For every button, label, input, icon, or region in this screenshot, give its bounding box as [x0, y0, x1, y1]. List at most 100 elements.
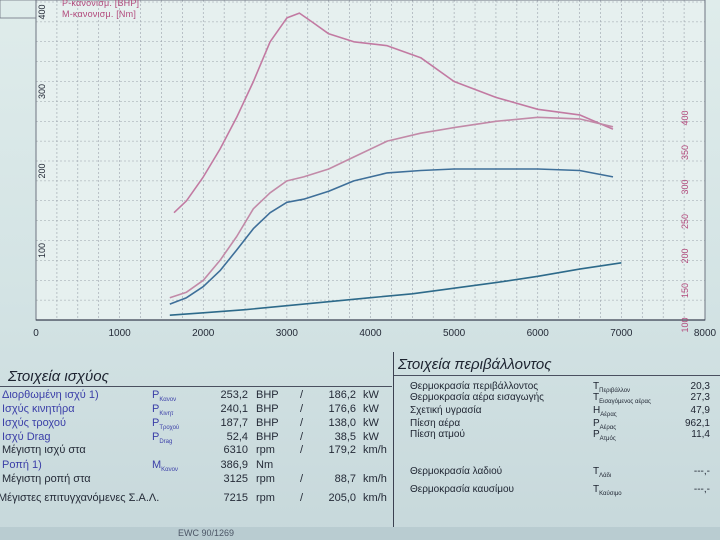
power-row-label: Ροπή 1): [2, 459, 42, 471]
series-line-3: [169, 262, 622, 316]
y-tick-label-right: 350: [680, 145, 690, 160]
env-row-label: Σχετική υγρασία: [410, 405, 482, 416]
env-row-symbol: TΕισαγόμενος αέρας: [593, 392, 651, 405]
power-row-unit2: kW: [363, 403, 379, 415]
x-tick-label: 7000: [610, 328, 633, 339]
power-row-unit2: kW: [363, 431, 379, 443]
power-row-symbol: PDrag: [152, 431, 173, 446]
power-row-separator: /: [300, 417, 304, 429]
power-row-unit2: km/h: [363, 473, 387, 485]
x-tick-label: 0: [33, 328, 39, 339]
env-row-symbol: TΚαύσιμο: [593, 484, 622, 497]
power-section-title: Στοιχεία ισχύος: [8, 368, 109, 385]
env-row-symbol: PΑτμός: [593, 429, 616, 442]
env-row-symbol: TΛάδι: [593, 466, 612, 479]
env-row-label: Θερμοκρασία αέρα εισαγωγής: [410, 392, 544, 403]
power-row-symbol-sub: Τροχού: [159, 425, 180, 432]
power-row-symbol: PΤροχού: [152, 417, 180, 432]
x-tick-label: 5000: [443, 328, 466, 339]
power-row-unit: BHP: [256, 431, 279, 443]
power-row-value: 187,7: [220, 417, 248, 429]
power-row-value: 52,4: [226, 431, 248, 443]
y-tick-label-right: 100: [680, 317, 690, 332]
env-row-value: ---,-: [693, 466, 710, 477]
env-row-value: 47,9: [690, 405, 710, 416]
power-row-unit: BHP: [256, 389, 279, 401]
x-tick-label: 8000: [694, 328, 717, 339]
power-row-symbol-sub: Κανον: [159, 397, 177, 404]
power-row-symbol-sub: Κινητ: [159, 411, 174, 418]
env-section-rule: [394, 375, 720, 376]
power-row-value: 386,9: [220, 459, 248, 471]
footer-bar: EWC 90/1269: [0, 527, 720, 540]
dyno-chart: 0 1000 2000 3000 4000 5000 6000 7000 8000 100 200 3…: [0, 0, 717, 339]
env-row-label: Πίεση ατμού: [410, 429, 465, 440]
power-row-unit: rpm: [256, 492, 275, 504]
power-row-label: Διορθωμένη ισχύ 1): [2, 389, 99, 401]
power-row-value2: 38,5: [334, 431, 356, 443]
y-tick-label-right: 200: [680, 248, 690, 263]
power-row-unit2: kW: [363, 417, 379, 429]
power-row-symbol-sub: Drag: [159, 439, 173, 446]
x-tick-label: 1000: [109, 328, 132, 339]
env-row-label: Θερμοκρασία καυσίμου: [410, 484, 514, 495]
section-divider: [393, 352, 394, 540]
power-row-separator: /: [300, 492, 304, 504]
power-row-value: 7215: [223, 492, 248, 504]
series-line-0: [173, 12, 614, 214]
power-row-unit: rpm: [256, 444, 275, 456]
y-tick-label-right: 400: [680, 110, 690, 125]
power-row-value2: 205,0: [328, 492, 356, 504]
series-line-2: [169, 168, 614, 305]
power-row-label: Μέγιστες επιτυγχανόμενες Σ.Α.Λ.: [0, 492, 160, 504]
env-row-symbol-sub: Εισαγόμενος αέρας: [599, 399, 651, 405]
power-row-separator: /: [300, 403, 304, 415]
x-tick-label: 2000: [192, 328, 215, 339]
power-row-symbol-sub: Κανον: [161, 467, 178, 474]
env-row-symbol-sub: Ατμός: [599, 436, 616, 442]
x-tick-label: 4000: [359, 328, 382, 339]
power-row-separator: /: [300, 473, 304, 485]
y-tick-label-left: 300: [37, 84, 47, 99]
env-row-symbol-sub: Περιβάλλον: [599, 388, 631, 394]
power-row-value2: 138,0: [328, 417, 356, 429]
env-row-symbol: TΠεριβάλλον: [593, 381, 631, 394]
power-row-unit2: kW: [363, 389, 379, 401]
power-section-rule: [0, 386, 392, 387]
y-tick-label-right: 250: [680, 214, 690, 229]
x-tick-label: 6000: [527, 328, 550, 339]
power-row-value2: 186,2: [328, 389, 356, 401]
power-row-value2: 179,2: [328, 444, 356, 456]
power-row-unit: BHP: [256, 417, 279, 429]
legend-power: P-κανονισμ. [BHP]: [62, 0, 140, 8]
power-row-separator: /: [300, 389, 304, 401]
power-row-symbol: MΚανον: [152, 459, 178, 474]
power-row-separator: /: [300, 431, 304, 443]
env-row-label: Θερμοκρασία λαδιού: [410, 466, 503, 477]
power-row-separator: /: [300, 444, 304, 456]
env-row-symbol: PΑέρας: [593, 418, 617, 431]
legend-frame: [0, 0, 37, 19]
footer-text: EWC 90/1269: [178, 528, 235, 538]
env-row-symbol: HΑέρας: [593, 405, 617, 418]
power-row-value: 240,1: [220, 403, 248, 415]
env-row-value: ---,-: [693, 484, 710, 495]
env-row-symbol-sub: Καύσιμο: [599, 491, 622, 497]
power-row-label: Ισχύς κινητήρα: [2, 403, 75, 415]
power-row-unit: rpm: [256, 473, 275, 485]
power-row-value: 6310: [223, 444, 248, 456]
legend-torque: M-κανονισμ. [Nm]: [62, 9, 137, 19]
y-tick-label-right: 300: [680, 179, 690, 194]
power-row-unit: BHP: [256, 403, 279, 415]
power-row-label: Ισχύς τροχού: [2, 417, 67, 429]
env-row-label: Πίεση αέρα: [410, 418, 461, 429]
y-tick-label-left: 200: [37, 163, 47, 178]
power-row-label: Ισχύ Drag: [2, 431, 51, 443]
env-row-symbol-sub: Λάδι: [599, 473, 612, 479]
env-row-symbol-sub: Αέρας: [599, 425, 617, 431]
power-row-value2: 176,6: [328, 403, 356, 415]
env-section-title: Στοιχεία περιβάλλοντος: [398, 356, 552, 373]
series-line-1: [169, 116, 614, 299]
y-tick-label-left: 100: [37, 243, 47, 258]
